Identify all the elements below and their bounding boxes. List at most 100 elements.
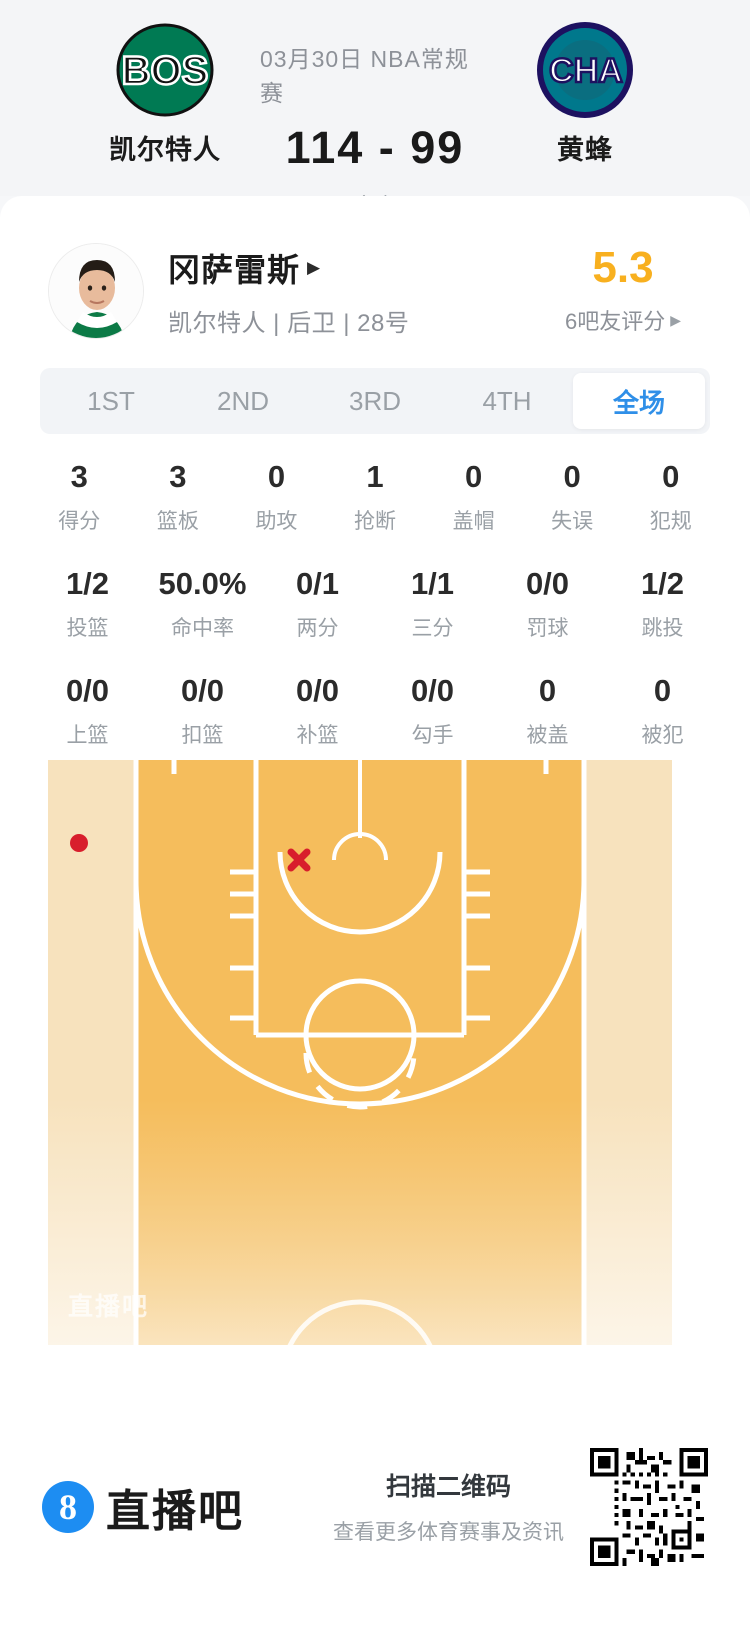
stat-shots-blocked: 0 被盖	[490, 674, 605, 749]
player-rating[interactable]: 5.3 6吧友评分 ▶	[548, 246, 698, 336]
stat-label: 扣篮	[181, 724, 224, 748]
home-team[interactable]: BOS 凯尔特人	[70, 18, 260, 167]
tab-4th[interactable]: 4TH	[482, 385, 532, 416]
stat-rebounds: 3 篮板	[129, 459, 228, 535]
away-team[interactable]: CHA 黄蜂	[490, 18, 680, 167]
home-team-name: 凯尔特人	[109, 135, 221, 165]
rating-count-label: 6吧友评分	[564, 309, 666, 334]
stat-assists: 0 助攻	[227, 459, 326, 535]
stat-value: 0	[563, 459, 581, 494]
stat-hooks: 0/0 勾手	[375, 674, 490, 749]
stat-dunks: 0/0 扣篮	[145, 674, 260, 749]
stat-label: 补篮	[296, 724, 339, 748]
stat-label: 盖帽	[452, 510, 495, 534]
player-stats-card: 冈萨雷斯 ▶ 凯尔特人 | 后卫 | 28号 5.3 6吧友评分 ▶ 1ST 2…	[0, 196, 750, 1629]
brand-mark-icon: 8	[42, 1480, 94, 1533]
stat-label: 篮板	[156, 510, 199, 534]
tab-3rd[interactable]: 3RD	[348, 385, 401, 416]
away-team-name: 黄蜂	[557, 135, 613, 165]
tab-2nd[interactable]: 2ND	[216, 385, 269, 416]
stat-points: 3 得分	[30, 459, 129, 535]
stat-label: 跳投	[641, 617, 684, 641]
stat-fouls: 0 犯规	[621, 459, 720, 535]
rating-value: 5.3	[592, 243, 654, 292]
stat-value: 3	[70, 459, 88, 494]
shot-marker-made	[70, 834, 88, 852]
stat-label: 命中率	[171, 617, 234, 641]
brand-logo[interactable]: 8 直播吧	[42, 1475, 244, 1539]
shot-chart[interactable]: 直播吧	[48, 760, 672, 1345]
stat-value: 1/2	[65, 566, 110, 602]
stat-blocks: 0 盖帽	[424, 459, 523, 535]
qr-code-image[interactable]	[590, 1447, 708, 1566]
stats-row-shooting: 1/2 投篮 50.0% 命中率 0/1 两分 1/1 三分 0/0 罚球 1/…	[0, 566, 750, 642]
qr-caption: 扫描二维码 查看更多体育赛事及资讯	[333, 1467, 564, 1546]
stat-free-throws: 0/0 罚球	[490, 566, 605, 642]
stat-value: 0/0	[180, 673, 225, 709]
qr-section: 扫描二维码 查看更多体育赛事及资讯	[333, 1447, 708, 1566]
stats-row-shot-types: 0/0 上篮 0/0 扣篮 0/0 补篮 0/0 勾手 0 被盖 0 被犯	[0, 674, 750, 749]
stat-value: 0/0	[525, 566, 570, 602]
brand-name: 直播吧	[106, 1486, 244, 1536]
stat-label: 投篮	[66, 617, 109, 641]
stat-turnovers: 0 失误	[523, 459, 622, 535]
rating-label-row[interactable]: 6吧友评分 ▶	[548, 304, 698, 336]
stat-label: 得分	[58, 510, 101, 534]
home-team-logo-icon: BOS	[113, 18, 217, 122]
svg-text:CHA: CHA	[549, 52, 623, 90]
tab-1st[interactable]: 1ST	[87, 385, 135, 416]
stat-value: 1/2	[640, 566, 685, 602]
stat-value: 0	[662, 459, 680, 494]
stat-value: 0	[267, 459, 286, 494]
stat-label: 两分	[296, 617, 339, 641]
stat-value: 50.0%	[158, 566, 247, 602]
app-footer: 8 直播吧 扫描二维码 查看更多体育赛事及资讯	[0, 1384, 750, 1629]
stat-value: 3	[169, 459, 187, 494]
stat-label: 犯规	[649, 510, 692, 534]
stat-label: 抢断	[354, 510, 397, 534]
stat-value: 0	[538, 673, 557, 709]
stat-label: 被犯	[641, 724, 684, 748]
svg-text:BOS: BOS	[122, 49, 209, 93]
stat-label: 上篮	[66, 724, 109, 748]
chevron-right-icon[interactable]: ▶	[307, 258, 321, 277]
stat-putbacks: 0/0 补篮	[260, 674, 375, 749]
match-meta: 03月30日 NBA常规赛	[260, 46, 469, 106]
player-avatar[interactable]	[48, 243, 144, 339]
court-watermark: 直播吧	[68, 1293, 150, 1321]
away-team-logo-icon: CHA	[533, 18, 637, 122]
chevron-right-small-icon[interactable]: ▶	[670, 311, 682, 328]
stat-jump-shots: 1/2 跳投	[605, 566, 720, 642]
stat-label: 三分	[411, 617, 454, 641]
player-header: 冈萨雷斯 ▶ 凯尔特人 | 后卫 | 28号 5.3 6吧友评分 ▶	[0, 196, 750, 344]
stat-value: 0/1	[295, 566, 340, 602]
stat-layups: 0/0 上篮	[30, 674, 145, 749]
match-center: 03月30日 NBA常规赛 114 - 99 完赛	[260, 18, 490, 220]
period-tabs: 1ST 2ND 3RD 4TH 全场	[40, 368, 710, 434]
stat-value: 0	[464, 459, 483, 494]
qr-subtitle: 查看更多体育赛事及资讯	[333, 1521, 564, 1544]
stat-fg-percent: 50.0% 命中率	[145, 566, 260, 642]
stat-label: 罚球	[526, 617, 569, 641]
stat-label: 失误	[551, 510, 594, 534]
stat-three-pointers: 1/1 三分	[375, 566, 490, 642]
stat-label: 被盖	[526, 724, 569, 748]
stat-value: 1	[366, 459, 384, 494]
stat-value: 0	[653, 673, 672, 709]
qr-title: 扫描二维码	[385, 1473, 511, 1501]
stat-field-goals: 1/2 投篮	[30, 566, 145, 642]
stat-value: 0/0	[410, 673, 455, 709]
player-meta: 凯尔特人 | 后卫 | 28号	[168, 309, 410, 337]
stat-value: 1/1	[410, 566, 455, 602]
stat-value: 0/0	[65, 673, 110, 709]
stat-label: 勾手	[411, 724, 454, 748]
stat-value: 0/0	[295, 673, 340, 709]
player-name[interactable]: 冈萨雷斯	[168, 251, 301, 288]
stats-row-primary: 3 得分 3 篮板 0 助攻 1 抢断 0 盖帽 0 失误	[0, 459, 750, 535]
player-identity: 冈萨雷斯 ▶ 凯尔特人 | 后卫 | 28号	[168, 245, 548, 338]
shot-marker-miss	[287, 848, 311, 872]
tab-full-game[interactable]: 全场	[573, 373, 705, 429]
stat-two-pointers: 0/1 两分	[260, 566, 375, 642]
stat-label: 助攻	[255, 510, 298, 534]
